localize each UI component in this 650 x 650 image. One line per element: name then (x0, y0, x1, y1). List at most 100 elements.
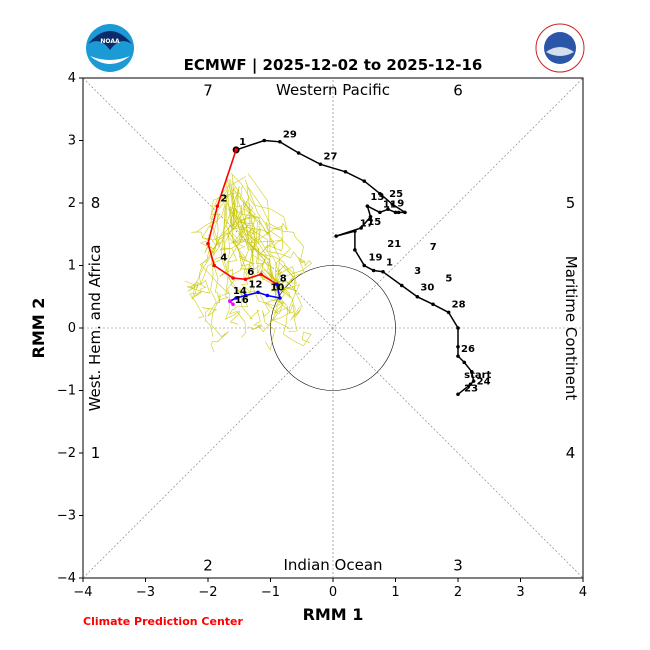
observed-point (368, 214, 373, 219)
y-tick-label: −2 (57, 446, 76, 461)
observed-day-label: 15 (367, 217, 381, 228)
observed-point (396, 210, 401, 215)
observed-point (390, 202, 395, 207)
x-tick-label: −3 (136, 585, 155, 600)
forecast-day-label: 8 (280, 273, 287, 284)
forecast-point (243, 277, 248, 282)
ensemble-member-line (227, 208, 306, 277)
y-axis-label: RMM 2 (29, 298, 48, 359)
forecast-day-label: 16 (235, 295, 249, 306)
forecast-day-label: 6 (247, 267, 254, 278)
observed-point (381, 269, 385, 274)
forecast-point (234, 296, 238, 300)
observed-day-label: 13 (370, 192, 384, 203)
nws-logo (535, 23, 585, 73)
ensemble-member-line (242, 203, 303, 333)
forecast-point (274, 282, 279, 287)
observed-point (431, 302, 435, 307)
phase-number-label: 7 (203, 82, 213, 100)
ensemble-member-line (242, 200, 302, 317)
observed-day-label: 26 (461, 344, 475, 355)
observed-point (456, 392, 460, 397)
ensemble-member-line (244, 208, 285, 295)
observed-point (456, 354, 460, 358)
forecast-point (228, 299, 232, 303)
x-tick-label: 2 (454, 585, 462, 600)
diagonal-line-2 (82, 77, 584, 579)
ensemble-member-line (229, 206, 296, 289)
x-tick-label: 1 (391, 585, 399, 600)
forecast-point (243, 293, 248, 298)
x-tick-label: −2 (198, 585, 217, 600)
observed-day-label: 28 (452, 300, 466, 311)
observed-point (415, 294, 420, 299)
ensemble-member-line (219, 185, 243, 281)
x-tick-label: 4 (579, 585, 587, 600)
x-tick-label: 0 (329, 585, 337, 600)
x-axis-label: RMM 1 (303, 605, 364, 624)
ensemble-member-line (229, 206, 255, 295)
observed-point (403, 210, 407, 215)
y-tick-label: 4 (68, 71, 76, 86)
noaa-logo: NOAA (86, 24, 134, 72)
observed-day-label: 27 (324, 151, 338, 162)
observed-point (456, 326, 460, 330)
forecast-segment-1 (207, 149, 278, 285)
ensemble-member-line (220, 206, 240, 325)
ensemble-member-line (202, 188, 240, 337)
ensemble-member-line (230, 179, 255, 243)
observed-point (296, 151, 301, 155)
y-tick-label: −3 (57, 509, 76, 524)
region-bottom: Indian Ocean (283, 556, 382, 574)
ensemble-member-line (191, 192, 236, 254)
region-left: West. Hem. and Africa (86, 245, 104, 412)
phase-number-label: 2 (203, 557, 213, 575)
credit-text: Climate Prediction Center (83, 615, 243, 628)
observed-point (469, 369, 474, 374)
observed-point (378, 210, 382, 215)
phase-guides (82, 77, 584, 579)
ensemble-members (184, 173, 313, 353)
observed-point (446, 310, 451, 315)
observed-point (393, 210, 398, 215)
observed-day-label: 1 (386, 258, 393, 269)
forecast-point (278, 296, 282, 300)
ensemble-member-line (226, 176, 291, 289)
region-right: Maritime Continent (562, 256, 580, 401)
phase-number-label: 1 (91, 444, 101, 462)
ensemble-member-line (230, 173, 288, 249)
observed-point (262, 138, 267, 143)
x-tick-label: −1 (261, 585, 280, 600)
observed-point (353, 229, 357, 233)
forecast-day-label: 12 (249, 280, 263, 291)
observed-day-label: 23 (464, 383, 478, 394)
ensemble-member-line (235, 209, 285, 307)
forecast-point (215, 204, 220, 208)
forecast-point (265, 293, 270, 298)
phase-number-label: 6 (453, 82, 463, 100)
y-tick-label: 2 (68, 196, 76, 211)
observed-day-label: 7 (430, 242, 437, 253)
svg-text:NOAA: NOAA (100, 38, 120, 45)
forecast-point (259, 272, 263, 277)
observed-point (456, 344, 460, 349)
forecast-point (234, 148, 238, 152)
observed-day-label: 3 (414, 266, 421, 277)
observed-point (362, 263, 367, 268)
observed-day-label: 5 (445, 273, 452, 284)
y-tick-label: 3 (68, 134, 76, 149)
ensemble-member-line (227, 195, 249, 338)
observed-day-label: 11 (383, 200, 397, 211)
observed-day-label: 21 (387, 239, 401, 250)
observed-point (278, 139, 282, 144)
observed-point (353, 248, 357, 252)
observed-day-label: 24 (477, 376, 491, 387)
observed-point (334, 234, 338, 238)
observed-day-label: start (464, 370, 491, 381)
observed-point (318, 162, 323, 167)
